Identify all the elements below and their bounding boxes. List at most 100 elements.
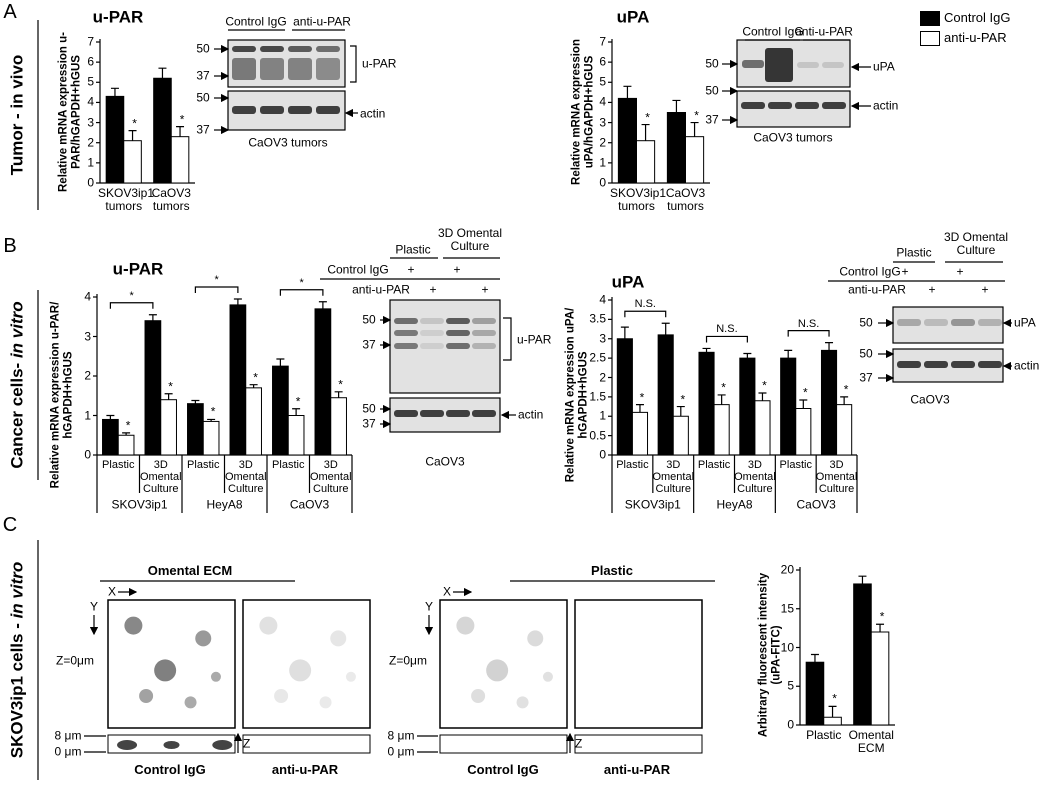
panel-letter: C <box>2 514 18 536</box>
blot-label: actin <box>1014 358 1040 373</box>
bar <box>153 77 172 184</box>
depth-label: 0 μm <box>54 744 82 759</box>
blot-band <box>951 319 975 326</box>
x-tick-label: Plastic <box>697 459 731 471</box>
cell <box>259 616 278 635</box>
blot-band <box>446 343 470 349</box>
blot-label: u-PAR <box>362 56 397 71</box>
blot-band <box>822 62 844 68</box>
side-label-italic: in vitro <box>7 561 27 619</box>
significance-mark: * <box>721 380 726 395</box>
y-tick-label: 2 <box>84 368 91 383</box>
bar <box>117 434 135 456</box>
blot-band <box>394 410 418 417</box>
bar <box>672 415 689 456</box>
blot-label: u-PAR <box>517 332 552 347</box>
y-tick-label: 1 <box>84 407 91 422</box>
x-tick-label: SKOV3ip1 tumors <box>610 186 667 214</box>
blot-label: actin <box>518 407 544 422</box>
y-tick-label: 5 <box>599 74 606 89</box>
bracket <box>350 45 357 83</box>
x-tick-label: Plastic <box>187 459 220 471</box>
depth-label: 8 μm <box>54 728 82 743</box>
y-tick-label: 0 <box>84 447 91 462</box>
blot-label: anti-u-PAR <box>293 14 351 29</box>
error-bar <box>106 414 115 420</box>
depth-label: 8 μm <box>387 728 415 743</box>
blot-label: + <box>901 264 909 279</box>
blot-label: + <box>453 262 461 277</box>
condition-label: Control IgG <box>467 761 539 777</box>
blot-label: Control IgG <box>327 262 389 277</box>
bar <box>636 140 656 184</box>
blot-band <box>394 343 418 349</box>
y-tick-label: 3 <box>87 114 94 129</box>
micrograph-z <box>242 734 371 754</box>
y-tick-label: 2 <box>599 135 606 150</box>
blot-label: + <box>956 264 964 279</box>
x-tick-label: SKOV3ip1 tumors <box>98 186 155 214</box>
cell <box>542 671 553 682</box>
y-tick-label: 1 <box>87 155 94 170</box>
blot-band <box>741 102 765 109</box>
x-tick-label: Omental ECM <box>848 728 894 756</box>
blot-label: Control IgG <box>225 14 287 29</box>
blot-band <box>394 330 418 336</box>
significance-mark: * <box>179 112 185 126</box>
blot-band <box>232 46 256 52</box>
blot-band <box>446 410 470 417</box>
significance-mark: * <box>802 385 808 400</box>
blot-band <box>420 410 444 417</box>
significance-bracket <box>787 330 830 337</box>
error-bar <box>207 418 216 422</box>
y-tick-label: 7 <box>87 34 94 49</box>
y-tick-label: 3 <box>84 328 91 343</box>
condition-label: anti-u-PAR <box>271 761 339 777</box>
legend-swatch <box>920 31 940 46</box>
blot-label: CaOV3 tumors <box>248 135 328 150</box>
bar <box>245 387 262 456</box>
y-tick-label: 0.5 <box>589 428 606 443</box>
bracket-label: N.S. <box>634 298 656 311</box>
blot-label: 50 <box>362 312 376 327</box>
micrograph-z <box>574 734 703 754</box>
blot-label: Control IgG <box>839 264 901 279</box>
bar <box>170 136 190 184</box>
axis-letter: Z <box>575 736 583 751</box>
bar <box>202 420 220 456</box>
axis-letter: Y <box>89 599 99 614</box>
blot-label: actin <box>360 106 386 121</box>
group-label: HeyA8 <box>206 497 243 512</box>
blot-band <box>288 58 312 80</box>
error-bar <box>672 99 681 113</box>
blot-band <box>232 106 256 114</box>
cell <box>154 659 177 682</box>
blot-label: 50 <box>196 41 210 56</box>
bar <box>617 97 637 184</box>
depth-label: 0 μm <box>387 744 415 759</box>
error-bar <box>825 342 834 351</box>
error-bar <box>158 67 167 79</box>
blot-label: 50 <box>705 56 719 71</box>
significance-mark: * <box>295 394 301 409</box>
bar <box>105 95 125 184</box>
blot-band <box>897 361 921 368</box>
blot-band <box>472 410 496 417</box>
cell <box>319 696 332 709</box>
x-tick-label: Plastic <box>272 459 305 471</box>
bar <box>631 411 649 456</box>
y-tick-label: 3 <box>599 114 606 129</box>
y-axis-label: Arbitrary fluorescent intensity (uPA-FIT… <box>757 572 782 738</box>
blot-label: + <box>928 282 936 297</box>
blot-label: 50 <box>705 83 719 98</box>
x-tick-label: 3D Omental Culture <box>734 459 776 496</box>
blot-band <box>232 58 256 80</box>
significance-bracket <box>624 310 667 318</box>
error-bar <box>292 408 301 416</box>
axis-letter: Z <box>243 736 251 751</box>
micrograph <box>574 599 703 729</box>
y-axis-label: Relative mRNA expression uPA/hGAPDH+hGUS <box>570 39 595 185</box>
blot-band <box>420 343 444 349</box>
group-label: HeyA8 <box>716 497 753 512</box>
blot-band <box>765 48 793 82</box>
